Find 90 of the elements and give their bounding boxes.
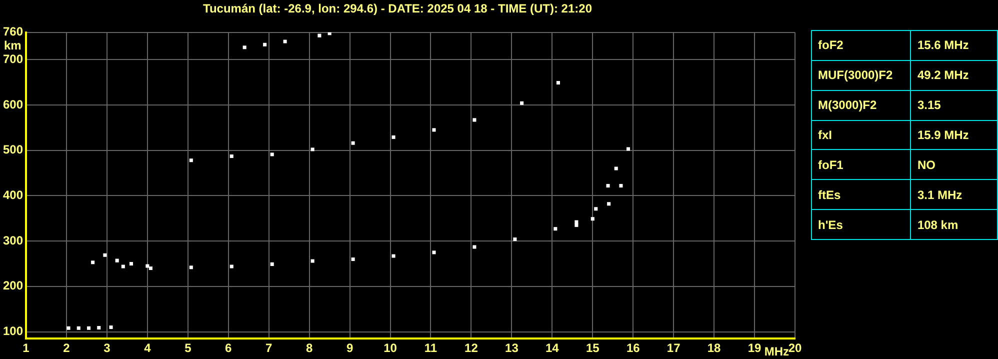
x-tick-label: 20 xyxy=(788,341,802,356)
point xyxy=(607,202,611,206)
point xyxy=(594,207,598,211)
x-tick-label: 5 xyxy=(184,341,192,356)
point xyxy=(432,250,436,254)
point xyxy=(76,326,80,330)
point xyxy=(472,118,476,122)
point xyxy=(310,259,314,263)
y-tick-label: 200 xyxy=(2,278,24,293)
text: h'Es xyxy=(812,210,911,240)
x-tick-label: 3 xyxy=(104,341,111,356)
x-tick-label: 2 xyxy=(63,341,70,356)
point xyxy=(230,154,234,158)
x-tick-label: 1 xyxy=(22,341,30,356)
point xyxy=(189,266,193,270)
point xyxy=(230,264,234,268)
point xyxy=(606,184,610,188)
x-tick-label: 17 xyxy=(666,341,681,356)
point xyxy=(520,101,524,105)
point xyxy=(351,141,355,145)
y-tick-label: 300 xyxy=(2,233,24,248)
y-tick-label: 100 xyxy=(2,324,24,338)
point xyxy=(148,266,152,270)
text: 49.2 MHz xyxy=(910,60,998,90)
point xyxy=(283,40,287,44)
point xyxy=(432,128,436,132)
point xyxy=(472,245,476,249)
point xyxy=(270,152,274,156)
x-tick-label: 4 xyxy=(144,341,152,356)
point xyxy=(263,42,267,46)
x-tick-label: 13 xyxy=(505,341,519,356)
text: fxI xyxy=(812,120,911,150)
text: 108 km xyxy=(910,210,998,240)
x-tick-label: 18 xyxy=(707,341,722,356)
y-tick-label: 700 xyxy=(2,52,24,66)
point xyxy=(590,217,594,221)
x-tick-label: 10 xyxy=(384,341,398,356)
x-tick-label: 15 xyxy=(586,341,600,356)
text: 15.6 MHz xyxy=(910,30,998,60)
point xyxy=(86,326,91,330)
text: 3.15 xyxy=(910,90,998,120)
point xyxy=(574,220,578,224)
y-axis-title: km xyxy=(4,38,22,52)
point xyxy=(66,326,70,330)
y-tick-label: 400 xyxy=(2,188,24,202)
point xyxy=(328,32,332,36)
point xyxy=(129,262,134,266)
point xyxy=(91,260,95,264)
point xyxy=(626,147,630,151)
y-tick-label: 500 xyxy=(2,142,24,157)
point xyxy=(103,253,107,257)
x-axis-title: MHz xyxy=(764,344,789,358)
x-tick-label: 6 xyxy=(225,341,232,356)
point xyxy=(513,237,517,242)
point xyxy=(270,262,274,266)
point xyxy=(97,326,101,330)
x-tick-label: 11 xyxy=(424,341,438,356)
text: 15.9 MHz xyxy=(910,120,998,150)
text: ftEs xyxy=(812,180,911,210)
point xyxy=(189,158,193,162)
point xyxy=(318,34,322,38)
x-tick-label: 8 xyxy=(306,341,313,356)
x-tick-label: 9 xyxy=(346,341,354,356)
text: NO xyxy=(910,150,998,180)
point xyxy=(146,264,150,268)
point xyxy=(121,264,125,268)
x-tick-label: 14 xyxy=(545,341,560,356)
point xyxy=(310,148,314,152)
point xyxy=(115,258,119,262)
point xyxy=(242,46,246,50)
x-tick-label: 16 xyxy=(626,341,640,356)
chart-title: Tucumán (lat: -26.9, lon: 294.6) - DATE: 2025 04 18 - TIME (UT): 21:20 xyxy=(203,2,592,16)
text: foF2 xyxy=(812,30,911,60)
text: 3.1 MHz xyxy=(910,180,998,210)
point xyxy=(109,325,113,330)
point xyxy=(392,254,396,258)
x-tick-label: 7 xyxy=(266,341,273,356)
y-tick-label: 760 xyxy=(2,24,24,39)
point xyxy=(351,257,355,261)
text: M(3000)F2 xyxy=(812,90,911,120)
x-tick-label: 12 xyxy=(464,341,478,356)
y-tick-label: 600 xyxy=(2,97,24,112)
point xyxy=(554,227,558,231)
point xyxy=(619,184,623,188)
point xyxy=(392,135,396,139)
text: foF1 xyxy=(812,150,911,180)
point xyxy=(556,80,560,85)
text: MUF(3000)F2 xyxy=(812,60,911,90)
point xyxy=(614,166,618,170)
x-tick-label: 19 xyxy=(748,341,762,356)
